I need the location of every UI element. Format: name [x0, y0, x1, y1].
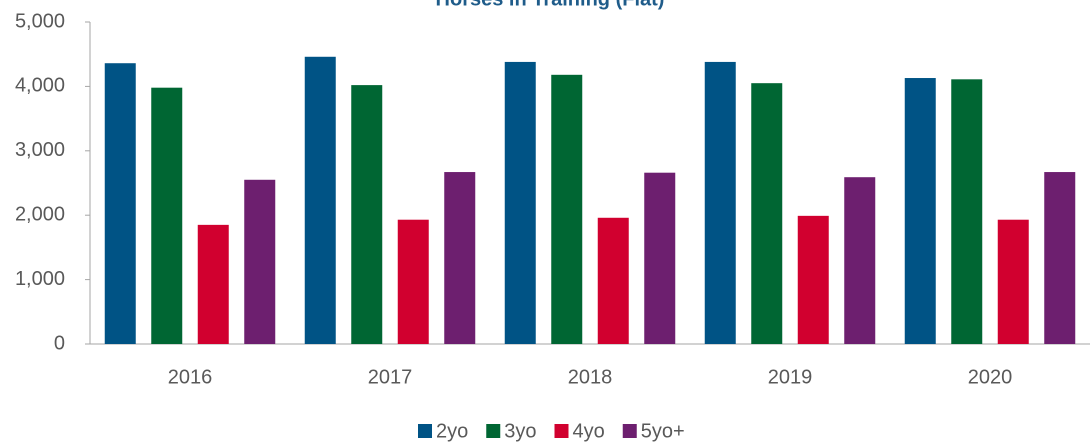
bar [997, 219, 1029, 344]
bar [904, 78, 936, 344]
bar [597, 217, 629, 344]
bar [704, 61, 736, 344]
bar [304, 56, 336, 344]
bar [397, 219, 429, 344]
x-tick-label: 2019 [768, 366, 813, 388]
legend-label: 2yo [436, 420, 468, 442]
bar [551, 74, 583, 345]
bar [751, 83, 783, 345]
y-tick-label: 0 [54, 332, 65, 354]
bar [104, 63, 136, 344]
bar [644, 172, 676, 344]
y-tick-label: 1,000 [15, 268, 65, 290]
bar [444, 172, 476, 344]
x-tick-label: 2016 [168, 366, 213, 388]
legend-label: 4yo [573, 420, 605, 442]
legend-swatch [622, 424, 637, 438]
bar [197, 224, 229, 344]
bar [504, 61, 536, 344]
bar [797, 215, 829, 344]
y-tick-label: 3,000 [15, 139, 65, 161]
x-tick-label: 2018 [568, 366, 613, 388]
legend-swatch [486, 424, 501, 438]
legend-swatch [554, 424, 569, 438]
chart-title: Horses in Training (Flat) [436, 0, 665, 10]
bar [1044, 172, 1076, 344]
bar [951, 79, 983, 344]
y-tick-label: 4,000 [15, 75, 65, 97]
bar [151, 87, 183, 345]
legend-label: 3yo [504, 420, 536, 442]
bar [244, 179, 276, 344]
y-tick-label: 5,000 [15, 10, 65, 32]
y-tick-label: 2,000 [15, 203, 65, 225]
legend-label: 5yo+ [641, 420, 685, 442]
x-tick-label: 2020 [968, 366, 1013, 388]
bar [844, 177, 876, 344]
x-tick-label: 2017 [368, 366, 413, 388]
legend-swatch [418, 424, 432, 438]
bar [351, 85, 383, 344]
